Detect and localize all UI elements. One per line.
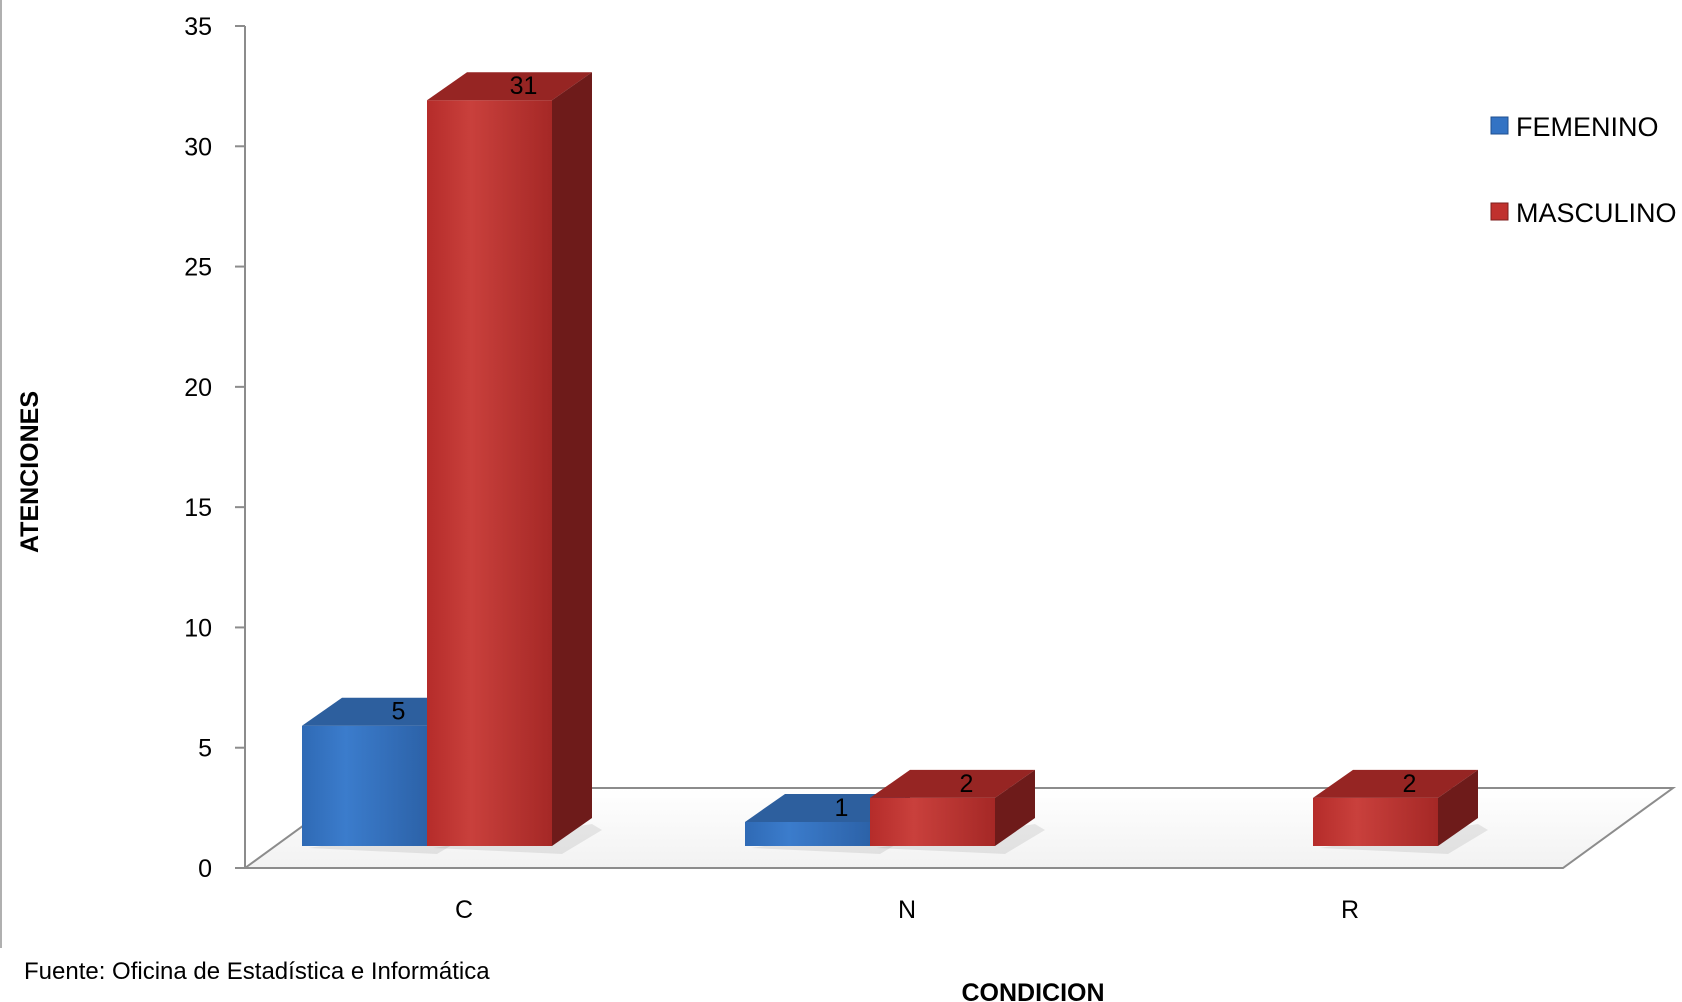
legend: FEMENINO MASCULINO (1490, 112, 1677, 228)
y-tick-label: 25 (184, 254, 212, 282)
legend-label-femenino: FEMENINO (1516, 112, 1659, 142)
y-tick-label: 30 (184, 133, 212, 161)
bar-masculino (1313, 769, 1488, 854)
legend-item-masculino: MASCULINO (1490, 198, 1677, 228)
data-label-femenino: 1 (835, 794, 849, 822)
legend-item-femenino: FEMENINO (1490, 112, 1659, 142)
data-labels: 5 31 1 2 2 (392, 72, 1417, 822)
x-category-label: R (1341, 896, 1359, 924)
bar-masculino (427, 72, 602, 854)
legend-swatch-femenino (1490, 116, 1509, 135)
x-category-label: C (455, 896, 473, 924)
x-axis-title: CONDICION (961, 979, 1104, 1002)
data-label-femenino: 5 (392, 698, 406, 726)
data-label-masculino: 31 (510, 72, 538, 100)
y-tick-label: 10 (184, 614, 212, 642)
y-tick-label: 5 (198, 735, 212, 763)
legend-label-masculino: MASCULINO (1516, 198, 1677, 228)
y-tick-label: 20 (184, 374, 212, 402)
source-note: Fuente: Oficina de Estadística e Informá… (24, 958, 490, 985)
legend-swatch-masculino (1490, 202, 1509, 221)
y-axis-title: ATENCIONES (16, 391, 44, 553)
bars (302, 72, 1488, 854)
bar-masculino (870, 769, 1045, 854)
x-category-label: N (898, 896, 916, 924)
data-label-masculino: 2 (1403, 770, 1417, 798)
y-tick-label: 0 (198, 855, 212, 883)
data-label-masculino: 2 (960, 770, 974, 798)
y-tick-label: 35 (184, 13, 212, 41)
y-tick-label: 15 (184, 494, 212, 522)
